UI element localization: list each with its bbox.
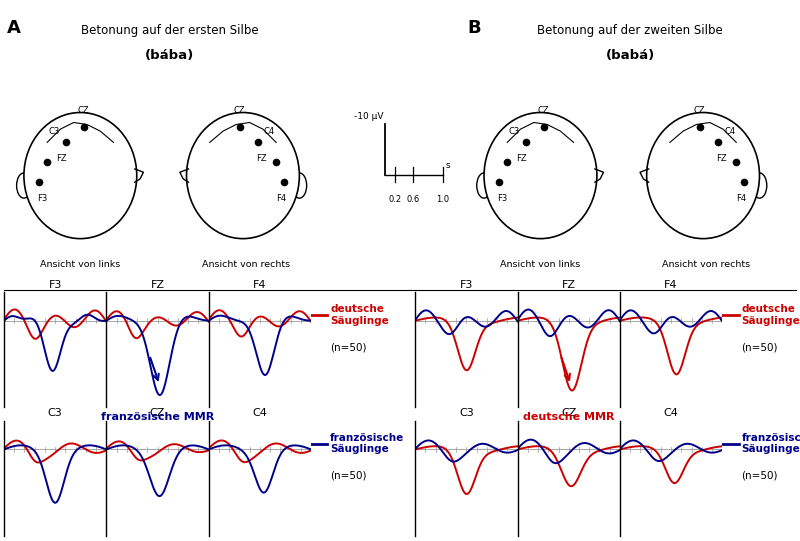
Text: F4: F4 — [253, 280, 266, 289]
Text: F4: F4 — [664, 280, 678, 289]
Text: C3: C3 — [459, 408, 474, 418]
Text: 1.0: 1.0 — [437, 195, 450, 204]
Text: deutsche MMR: deutsche MMR — [523, 412, 614, 423]
Text: (bába): (bába) — [146, 49, 194, 62]
Text: Ansicht von links: Ansicht von links — [40, 260, 121, 269]
Text: A: A — [7, 19, 21, 37]
Text: (n=50): (n=50) — [742, 342, 778, 352]
Text: F3: F3 — [460, 280, 473, 289]
Text: deutsche
Säuglinge: deutsche Säuglinge — [742, 304, 800, 326]
Text: Ansicht von links: Ansicht von links — [500, 260, 581, 269]
Text: (n=50): (n=50) — [330, 471, 366, 481]
Text: (babá): (babá) — [606, 49, 654, 62]
Text: französische
Säuglinge: französische Säuglinge — [742, 433, 800, 454]
Text: C4: C4 — [664, 408, 678, 418]
Text: CZ: CZ — [561, 408, 577, 418]
Text: deutsche
Säuglinge: deutsche Säuglinge — [330, 304, 389, 326]
Text: (n=50): (n=50) — [742, 471, 778, 481]
Text: Ansicht von rechts: Ansicht von rechts — [202, 260, 290, 269]
Text: -10 μV: -10 μV — [354, 112, 383, 121]
Text: Betonung auf der zweiten Silbe: Betonung auf der zweiten Silbe — [537, 24, 723, 37]
Text: französische
Säuglinge: französische Säuglinge — [330, 433, 405, 454]
Text: s: s — [445, 161, 450, 170]
Text: 0.6: 0.6 — [406, 195, 420, 204]
Text: französische MMR: französische MMR — [101, 412, 214, 423]
Text: F3: F3 — [49, 280, 62, 289]
Text: B: B — [467, 19, 481, 37]
Text: Betonung auf der ersten Silbe: Betonung auf der ersten Silbe — [81, 24, 258, 37]
Text: FZ: FZ — [150, 280, 165, 289]
Text: FZ: FZ — [562, 280, 576, 289]
Text: CZ: CZ — [150, 408, 166, 418]
Text: 0.2: 0.2 — [388, 195, 402, 204]
Text: C3: C3 — [48, 408, 62, 418]
Text: Ansicht von rechts: Ansicht von rechts — [662, 260, 750, 269]
Text: C4: C4 — [253, 408, 267, 418]
Text: (n=50): (n=50) — [330, 342, 366, 352]
